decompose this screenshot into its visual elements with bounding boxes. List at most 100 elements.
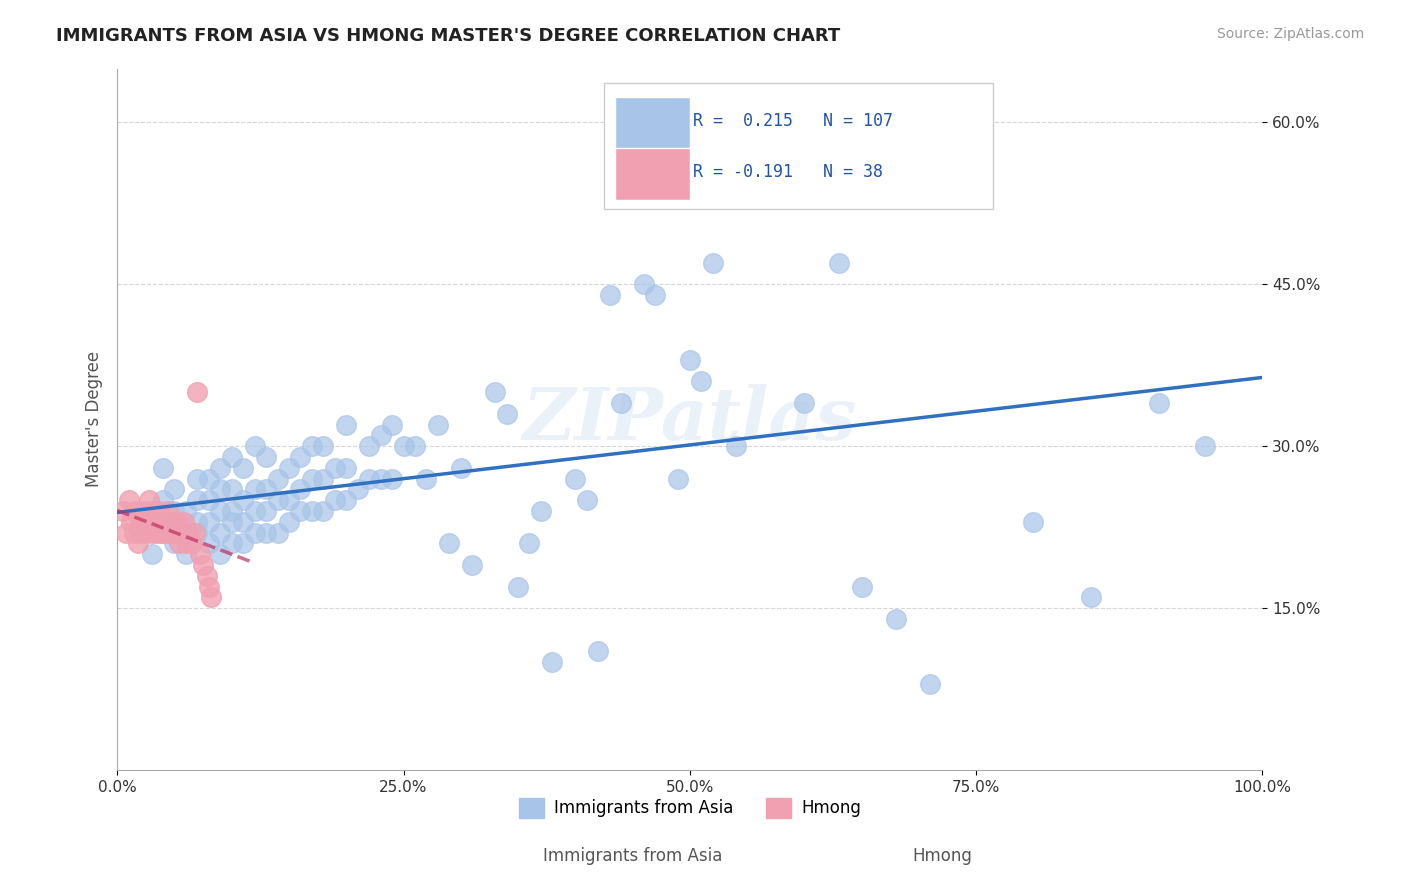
Text: R = -0.191   N = 38: R = -0.191 N = 38 bbox=[693, 163, 883, 181]
Point bbox=[564, 472, 586, 486]
Point bbox=[426, 417, 449, 432]
FancyBboxPatch shape bbox=[616, 148, 690, 201]
Point bbox=[254, 525, 277, 540]
Text: ZIPatlas: ZIPatlas bbox=[523, 384, 856, 455]
FancyBboxPatch shape bbox=[616, 96, 690, 149]
Point bbox=[254, 450, 277, 464]
Point bbox=[221, 536, 243, 550]
Point bbox=[167, 536, 190, 550]
Point bbox=[359, 472, 381, 486]
Point bbox=[198, 536, 221, 550]
Point bbox=[186, 525, 208, 540]
Point bbox=[186, 515, 208, 529]
Point bbox=[450, 460, 472, 475]
Point bbox=[152, 515, 174, 529]
Point bbox=[163, 515, 186, 529]
Point bbox=[232, 493, 254, 508]
Point bbox=[439, 536, 461, 550]
Point bbox=[186, 493, 208, 508]
Point bbox=[851, 580, 873, 594]
Point bbox=[163, 504, 186, 518]
Point bbox=[266, 472, 288, 486]
Point bbox=[174, 504, 197, 518]
Point bbox=[1149, 396, 1171, 410]
Point bbox=[506, 580, 529, 594]
Point bbox=[1194, 439, 1216, 453]
Y-axis label: Master's Degree: Master's Degree bbox=[86, 351, 103, 487]
Point bbox=[1080, 591, 1102, 605]
Point bbox=[209, 504, 232, 518]
Point bbox=[221, 504, 243, 518]
Text: IMMIGRANTS FROM ASIA VS HMONG MASTER'S DEGREE CORRELATION CHART: IMMIGRANTS FROM ASIA VS HMONG MASTER'S D… bbox=[56, 27, 841, 45]
Point bbox=[142, 515, 165, 529]
Point bbox=[198, 515, 221, 529]
Point bbox=[381, 472, 404, 486]
Point bbox=[149, 525, 172, 540]
Point bbox=[519, 536, 541, 550]
Point bbox=[209, 525, 232, 540]
Point bbox=[131, 525, 153, 540]
Point bbox=[174, 547, 197, 561]
Point bbox=[191, 558, 214, 572]
Point bbox=[1022, 515, 1045, 529]
Point bbox=[174, 525, 197, 540]
Point bbox=[209, 483, 232, 497]
Point bbox=[111, 504, 134, 518]
Point bbox=[184, 525, 207, 540]
Point bbox=[920, 676, 942, 690]
Text: Hmong: Hmong bbox=[912, 847, 972, 865]
Point bbox=[221, 483, 243, 497]
Point bbox=[170, 525, 193, 540]
Point bbox=[163, 483, 186, 497]
Point bbox=[152, 525, 174, 540]
Point bbox=[186, 472, 208, 486]
Point bbox=[690, 375, 713, 389]
Point bbox=[160, 515, 183, 529]
Point bbox=[232, 536, 254, 550]
Point bbox=[953, 159, 976, 173]
Point bbox=[243, 483, 266, 497]
Point bbox=[221, 515, 243, 529]
Point bbox=[702, 256, 724, 270]
Point bbox=[152, 493, 174, 508]
Point bbox=[132, 504, 155, 518]
Point bbox=[200, 591, 222, 605]
Point bbox=[163, 536, 186, 550]
Point bbox=[828, 256, 851, 270]
Point bbox=[301, 439, 323, 453]
Point bbox=[290, 450, 312, 464]
Point bbox=[254, 483, 277, 497]
Point bbox=[209, 460, 232, 475]
Point bbox=[124, 525, 146, 540]
Point bbox=[644, 288, 666, 302]
Point bbox=[198, 472, 221, 486]
Point bbox=[124, 504, 146, 518]
Point bbox=[346, 483, 368, 497]
Point bbox=[312, 472, 335, 486]
Text: Source: ZipAtlas.com: Source: ZipAtlas.com bbox=[1216, 27, 1364, 41]
Point bbox=[115, 525, 138, 540]
Point bbox=[404, 439, 426, 453]
Point bbox=[266, 525, 288, 540]
Point bbox=[141, 504, 163, 518]
Point bbox=[530, 504, 553, 518]
Point bbox=[335, 493, 357, 508]
Text: Immigrants from Asia: Immigrants from Asia bbox=[543, 847, 723, 865]
Point bbox=[145, 525, 167, 540]
Point bbox=[793, 396, 815, 410]
Point bbox=[312, 439, 335, 453]
Point bbox=[633, 277, 655, 292]
Point bbox=[141, 525, 163, 540]
Point bbox=[312, 504, 335, 518]
Point bbox=[748, 191, 770, 205]
Point bbox=[163, 525, 186, 540]
Point bbox=[770, 148, 793, 162]
Point bbox=[679, 352, 702, 367]
Point bbox=[195, 568, 218, 582]
Point bbox=[135, 525, 157, 540]
Point bbox=[198, 493, 221, 508]
Point bbox=[290, 483, 312, 497]
Point bbox=[243, 525, 266, 540]
Point bbox=[666, 472, 689, 486]
Point bbox=[243, 504, 266, 518]
